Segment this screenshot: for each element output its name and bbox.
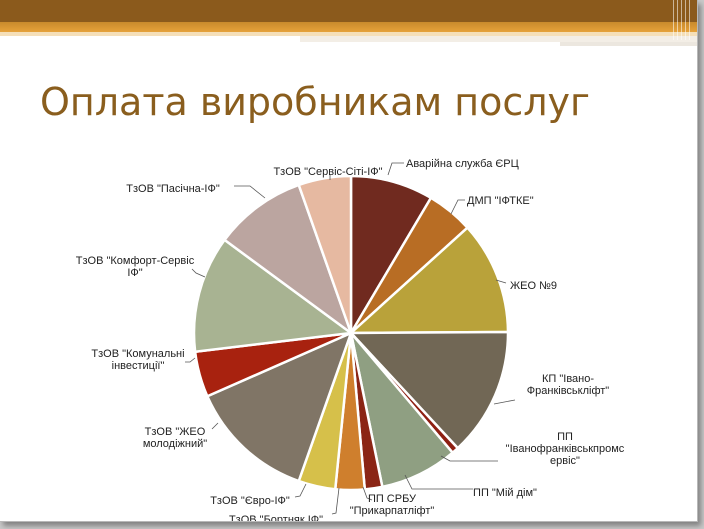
slice-label-line: Аварійна служба ЄРЦ: [406, 158, 519, 170]
slice-label-line: ІФ": [127, 267, 142, 279]
pie-slice-4: [349, 330, 510, 450]
header-band-accent: [0, 22, 697, 32]
slice-label-5: ПП "Іванофранківськпромс ервіс": [506, 431, 625, 467]
header-band-thin: [0, 32, 697, 36]
pie-slice-10: [206, 331, 353, 483]
slice-label-8: ТзОВ "Бортняк ІФ": [229, 514, 323, 521]
leader-line-9: [294, 483, 307, 498]
slice-label-line: ДМП "ІФТКЕ": [467, 195, 534, 207]
slice-label-line: ПП: [557, 431, 573, 443]
leader-line-5: [440, 455, 498, 462]
header-band-light: [300, 36, 697, 42]
slice-label-line: "Прикарпатліфт": [350, 505, 435, 517]
slice-label-line: ПП "Мій дім": [473, 487, 537, 499]
slice-label-line: ТзОВ "Пасічна-ІФ": [126, 183, 220, 195]
slice-label-10: ТзОВ "ЖЕО молодіжний": [143, 426, 207, 450]
slice-label-line: ТзОВ "Євро-ІФ": [210, 495, 290, 507]
slice-label-7: ПП СРБУ "Прикарпатліфт": [350, 493, 435, 517]
leader-line-8: [331, 487, 340, 515]
slice-label-line: "Іванофранківськпромс: [506, 443, 625, 455]
header-band-light-2: [560, 42, 697, 46]
slice-label-line: КП "Івано-: [542, 373, 594, 385]
slice-label-line: ТзОВ "Комунальні: [91, 348, 184, 360]
slide: Оплата виробникам послуг Аварійна служба…: [0, 0, 698, 522]
pie-slice-13: [223, 183, 353, 335]
slice-label-3: ЖЕО №9: [510, 280, 557, 292]
slice-label-11: ТзОВ "Комунальні інвестиції": [91, 348, 184, 372]
slice-label-13: ТзОВ "Пасічна-ІФ": [126, 183, 220, 195]
slice-label-line: Франківськліфт": [527, 385, 610, 397]
leader-line-6: [404, 474, 473, 490]
slide-title: Оплата виробникам послуг: [40, 80, 590, 124]
leader-line-4: [493, 399, 516, 405]
header-stripes: [673, 0, 691, 40]
slice-label-4: КП "Івано-Франківськліфт": [527, 373, 610, 397]
slice-label-14: ТзОВ "Сервіс-Сіті-ІФ": [273, 166, 382, 178]
leader-line-1: [387, 162, 404, 176]
slice-label-2: ДМП "ІФТКЕ": [467, 195, 534, 207]
slice-label-line: ервіс": [550, 455, 580, 467]
pie-chart: Аварійна служба ЄРЦ ДМП "ІФТКЕ" ЖЕО №9 КП "…: [76, 158, 625, 521]
pie-slice-1: [349, 174, 433, 335]
slice-label-6: ПП "Мій дім": [473, 487, 537, 499]
leader-line-12: [191, 268, 206, 278]
slice-label-line: ТзОВ "Комфорт-Сервіс: [76, 255, 195, 267]
leader-line-10: [211, 422, 219, 430]
slice-label-line: ПП СРБУ: [368, 493, 417, 505]
slice-label-1: Аварійна служба ЄРЦ: [406, 158, 519, 170]
slice-label-line: ТзОВ "Сервіс-Сіті-ІФ": [273, 166, 382, 178]
slice-label-line: інвестиції": [112, 360, 165, 372]
slice-label-12: ТзОВ "Комфорт-Сервіс ІФ": [76, 255, 195, 279]
pie-slice-12: [192, 238, 353, 353]
leader-line-13: [234, 185, 266, 199]
leader-line-7: [362, 486, 373, 501]
header-band: [0, 0, 697, 22]
leader-line-2: [450, 199, 465, 215]
leader-line-3: [495, 279, 507, 284]
pie-slice-14: [297, 174, 353, 335]
slice-label-line: ЖЕО №9: [510, 280, 557, 292]
slice-label-line: молодіжний": [143, 438, 207, 450]
slice-label-line: ТзОВ "ЖЕО: [145, 426, 206, 438]
slice-label-9: ТзОВ "Євро-ІФ": [210, 495, 290, 507]
leader-line-11: [185, 357, 196, 363]
slice-label-line: ТзОВ "Бортняк ІФ": [229, 514, 323, 521]
pie-slice-3: [349, 226, 510, 335]
